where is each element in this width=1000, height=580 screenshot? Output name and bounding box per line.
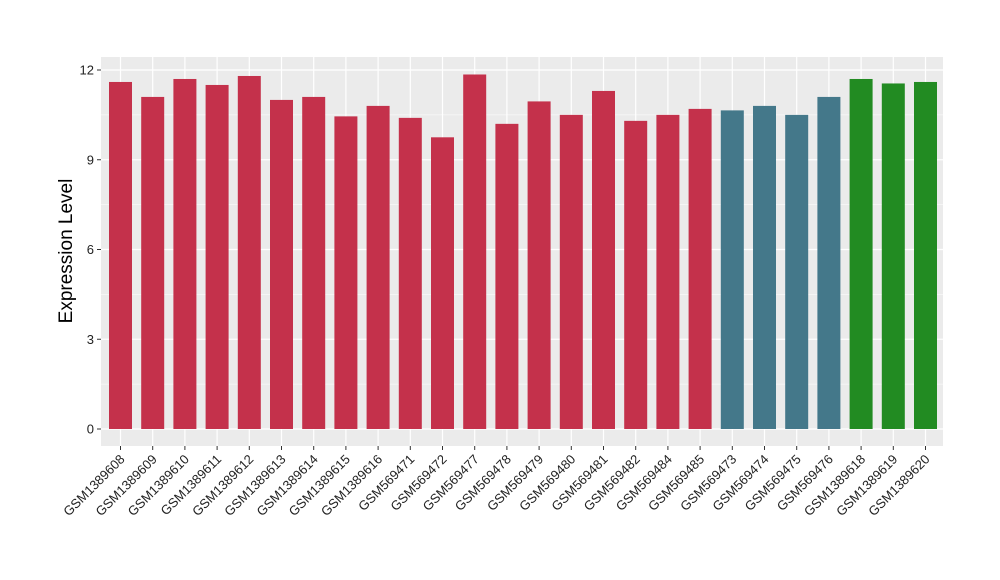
bar-GSM569481 (592, 90, 615, 430)
bar-GSM1389614 (302, 96, 326, 430)
bar-GSM569478 (495, 123, 519, 429)
y-tick-label: 9 (87, 152, 94, 167)
bar-GSM1389620 (914, 81, 937, 429)
bar-GSM569475 (785, 114, 809, 429)
y-axis-title: Expression Level (56, 179, 77, 324)
bar-GSM569471 (398, 117, 422, 429)
bar-GSM569472 (431, 137, 454, 429)
bar-GSM569476 (817, 96, 841, 430)
y-tick-label: 0 (87, 422, 94, 437)
bar-GSM569480 (559, 114, 583, 429)
bar-GSM1389618 (849, 78, 873, 429)
y-tick-label: 6 (87, 242, 94, 257)
bar-GSM1389616 (366, 105, 390, 430)
y-tick-label: 12 (80, 63, 94, 78)
bar-GSM1389612 (237, 75, 261, 429)
y-axis: 0 3 6 9 12 (80, 63, 101, 437)
bar-GSM569479 (527, 101, 551, 429)
bar-GSM569473 (720, 110, 744, 429)
bar-GSM1389613 (270, 99, 293, 430)
bar-GSM569482 (624, 120, 648, 429)
bar-GSM569474 (753, 105, 776, 430)
bar-GSM1389615 (334, 116, 358, 429)
bar-GSM569484 (656, 114, 680, 429)
bar-GSM569485 (688, 108, 712, 430)
bar-GSM1389608 (109, 81, 132, 429)
y-tick-label: 3 (87, 332, 94, 347)
bar-GSM1389619 (881, 83, 905, 430)
bar-GSM1389611 (205, 84, 229, 429)
x-axis: GSM1389608GSM1389609GSM1389610GSM1389611… (60, 446, 933, 519)
bar-GSM1389610 (173, 78, 197, 429)
bar-GSM1389609 (141, 96, 165, 430)
bars (109, 74, 937, 430)
bar-GSM569477 (463, 74, 487, 430)
